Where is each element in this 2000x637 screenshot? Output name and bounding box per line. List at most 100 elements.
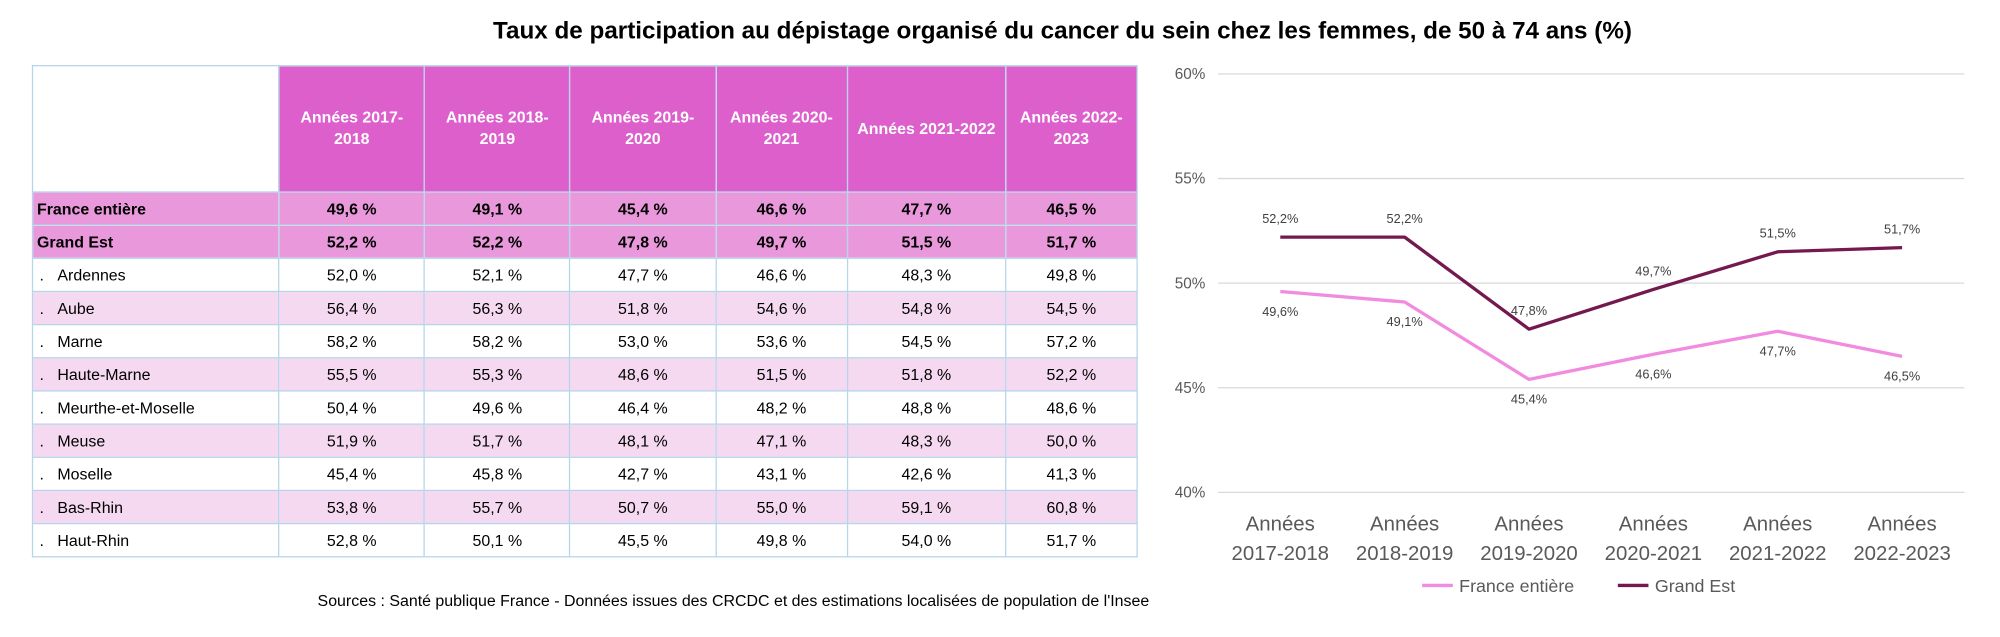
- table-cell: 50,7 %: [569, 489, 717, 525]
- column-header: Années 2021-2022: [846, 65, 1007, 193]
- table-cell: 47,7 %: [569, 257, 717, 293]
- table-cell: 50,0 %: [1004, 423, 1138, 458]
- row-marker: .: [39, 398, 44, 417]
- row-label-text: Ardennes: [57, 265, 126, 284]
- table-cell: 54,5 %: [846, 323, 1007, 359]
- column-header: Années 2019-2020: [569, 65, 717, 193]
- row-marker: .: [39, 431, 44, 450]
- table-cell: 57,2 %: [1004, 323, 1138, 359]
- y-tick-label: 45%: [1175, 380, 1206, 397]
- table-cell: 52,0 %: [278, 257, 426, 293]
- table-cell: 45,4 %: [569, 191, 717, 226]
- series-line: [1280, 235, 1903, 331]
- data-label: 46,5%: [1884, 369, 1920, 384]
- data-label: 46,6%: [1635, 367, 1671, 382]
- table-cell: 49,8 %: [715, 522, 848, 558]
- table-cell: 52,2 %: [423, 224, 571, 259]
- table-cell: 56,4 %: [278, 290, 426, 326]
- x-tick-label: Années 2020-2021: [1605, 514, 1703, 565]
- data-label: 52,2%: [1262, 211, 1298, 226]
- table-row: . Meuse 51,9 % 51,7 % 48,1 % 47,1 % 48,3 …: [31, 423, 1138, 458]
- table-cell: 47,8 %: [569, 224, 717, 259]
- table-cell: 51,7 %: [1004, 522, 1138, 558]
- table-cell: 47,7 %: [846, 191, 1007, 226]
- table-row: . Marne 58,2 % 58,2 % 53,0 % 53,6 % 54,5 …: [31, 323, 1138, 359]
- table-row: . Ardennes 52,0 % 52,1 % 47,7 % 46,6 % 48…: [31, 257, 1138, 293]
- table-cell: 49,1 %: [423, 191, 571, 226]
- row-marker: .: [39, 464, 44, 483]
- table-cell: 48,2 %: [715, 390, 848, 425]
- data-label: 47,8%: [1511, 303, 1547, 318]
- table-header-row: Années 2017-2018 Années 2018-2019 Années…: [31, 65, 1138, 193]
- x-tick-label: Années 2018-2019: [1356, 514, 1454, 565]
- column-header: Années 2018-2019: [423, 65, 571, 193]
- table-cell: 55,5 %: [278, 357, 426, 392]
- table-cell: 60,8 %: [1004, 489, 1138, 525]
- row-label: . Aube: [31, 290, 280, 326]
- table-cell: 58,2 %: [278, 323, 426, 359]
- x-tick-label: Années 2022-2023: [1853, 514, 1951, 565]
- table-cell: 48,6 %: [569, 357, 717, 392]
- table-cell: 48,3 %: [846, 257, 1007, 293]
- table-cell: 49,6 %: [278, 191, 426, 226]
- table-cell: 59,1 %: [846, 489, 1007, 525]
- row-marker: .: [39, 265, 44, 284]
- row-label: Grand Est: [31, 224, 280, 259]
- x-tick-label: Années 2021-2022: [1729, 514, 1827, 565]
- line-chart: 40% 45% 50% 55% 60% Années 2017-2018 Années 2018…: [1175, 66, 1965, 596]
- table-cell: 53,8 %: [278, 489, 426, 525]
- table-row: . Haut-Rhin 52,8 % 50,1 % 45,5 % 49,8 % 5…: [31, 522, 1138, 558]
- table-cell: 51,7 %: [423, 423, 571, 458]
- table-cell: 45,4 %: [278, 456, 426, 492]
- series-line: [1280, 289, 1903, 382]
- row-label: . Meurthe-et-Moselle: [31, 390, 280, 425]
- row-label: . Moselle: [31, 456, 280, 492]
- table-cell: 54,6 %: [715, 290, 848, 326]
- row-label: . Ardennes: [31, 257, 280, 293]
- table-cell: 46,6 %: [715, 257, 848, 293]
- table-row: Grand Est 52,2 % 52,2 % 47,8 % 49,7 % 51…: [31, 224, 1138, 259]
- legend-label: Grand Est: [1655, 576, 1735, 596]
- row-label-text: Haut-Rhin: [57, 531, 130, 550]
- table-cell: 51,5 %: [846, 224, 1007, 259]
- table-cell: 54,0 %: [846, 522, 1007, 558]
- table-cell: 43,1 %: [715, 456, 848, 492]
- table-cell: 51,7 %: [1004, 224, 1138, 259]
- row-label-text: Meurthe-et-Moselle: [57, 398, 195, 417]
- table-cell: 50,1 %: [423, 522, 571, 558]
- table-cell: 55,0 %: [715, 489, 848, 525]
- data-label: 51,7%: [1884, 222, 1920, 237]
- table-cell: 51,9 %: [278, 423, 426, 458]
- table-cell: 58,2 %: [423, 323, 571, 359]
- table-cell: 42,7 %: [569, 456, 717, 492]
- table-cell: 46,4 %: [569, 390, 717, 425]
- table-cell: 53,6 %: [715, 323, 848, 359]
- table-cell: 55,3 %: [423, 357, 571, 392]
- table-cell: 49,8 %: [1004, 257, 1138, 293]
- table-cell: 52,2 %: [1004, 357, 1138, 392]
- table-cell: 53,0 %: [569, 323, 717, 359]
- table-cell: 51,8 %: [569, 290, 717, 326]
- data-label: 51,5%: [1760, 226, 1796, 241]
- row-label-text: Moselle: [57, 464, 113, 483]
- table-cell: 46,5 %: [1004, 191, 1138, 226]
- x-tick-label: Années 2017-2018: [1232, 514, 1330, 565]
- table-cell: 51,8 %: [846, 357, 1007, 392]
- column-header: Années 2017-2018: [278, 65, 426, 193]
- table-cell: 56,3 %: [423, 290, 571, 326]
- table-row: France entière 49,6 % 49,1 % 45,4 % 46,6…: [31, 191, 1138, 226]
- row-label-text: Marne: [57, 332, 103, 351]
- row-marker: .: [39, 332, 44, 351]
- table-row: . Meurthe-et-Moselle 50,4 % 49,6 % 46,4 %…: [31, 390, 1138, 425]
- table-row: . Bas-Rhin 53,8 % 55,7 % 50,7 % 55,0 % 59…: [31, 489, 1138, 525]
- table-cell: 41,3 %: [1004, 456, 1138, 492]
- y-tick-label: 55%: [1175, 171, 1206, 188]
- y-tick-label: 60%: [1175, 66, 1206, 83]
- row-label: . Marne: [31, 323, 280, 359]
- data-label: 49,7%: [1635, 263, 1671, 278]
- x-tick-label: Années 2019-2020: [1480, 514, 1578, 565]
- data-table: Années 2017-2018 Années 2018-2019 Années…: [31, 65, 1138, 558]
- table-row: . Haute-Marne 55,5 % 55,3 % 48,6 % 51,5 %…: [31, 357, 1138, 392]
- y-tick-label: 40%: [1175, 484, 1206, 501]
- data-label: 49,1%: [1387, 314, 1423, 329]
